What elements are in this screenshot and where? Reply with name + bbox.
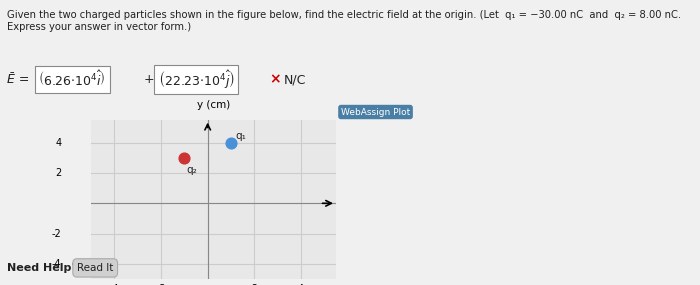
Text: $\left(6.26{\cdot}10^4\hat{i}\right)$: $\left(6.26{\cdot}10^4\hat{i}\right)$ [38,70,106,89]
Text: WebAssign Plot: WebAssign Plot [341,107,410,117]
Text: 4: 4 [55,137,62,148]
Text: Need Help?: Need Help? [7,263,78,273]
Text: y (cm): y (cm) [197,100,230,110]
Text: q₁: q₁ [236,131,246,141]
Text: -2: -2 [52,229,62,239]
Text: +: + [144,73,154,86]
Text: q₂: q₂ [187,165,197,175]
Text: Ē =: Ē = [7,73,34,86]
Text: -4: -4 [52,259,62,269]
Text: N/C: N/C [284,73,306,86]
Text: Read It: Read It [77,263,113,273]
Text: 2: 2 [55,168,62,178]
Text: ×: × [270,72,281,87]
Point [225,140,237,145]
Text: Given the two charged particles shown in the figure below, find the electric fie: Given the two charged particles shown in… [7,10,685,32]
Text: $\left(22.23{\cdot}10^4\hat{j}\right)$: $\left(22.23{\cdot}10^4\hat{j}\right)$ [158,68,234,91]
Point [178,155,190,160]
